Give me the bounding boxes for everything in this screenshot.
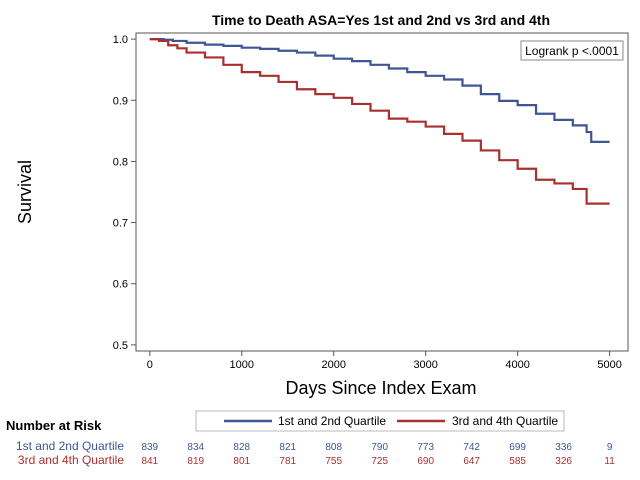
- risk-count: 647: [463, 456, 480, 467]
- risk-count: 742: [463, 442, 480, 453]
- risk-count: 585: [509, 456, 526, 467]
- risk-count: 828: [233, 442, 250, 453]
- risk-count: 11: [604, 456, 615, 467]
- number-at-risk-table: 1st and 2nd Quartile 839 834 828 821 808 790 77…: [16, 439, 615, 467]
- y-tick-label: 1.0: [113, 34, 128, 46]
- survival-curve-1: [149, 38, 610, 143]
- risk-count: 326: [555, 456, 572, 467]
- legend: 1st and 2nd Quartile 3rd and 4th Quartil…: [195, 410, 565, 432]
- number-at-risk-title: Number at Risk: [6, 418, 102, 433]
- y-tick-label: 0.8: [113, 156, 128, 168]
- logrank-text: Logrank p <.0001: [525, 44, 619, 58]
- risk-count: 755: [325, 456, 342, 467]
- risk-count: 834: [187, 442, 204, 453]
- x-tick-label: 1000: [230, 359, 254, 371]
- plot-frame: [135, 32, 629, 352]
- risk-count: 690: [417, 456, 434, 467]
- y-tick-label: 0.9: [113, 95, 128, 107]
- x-tick-label: 3000: [413, 359, 437, 371]
- logrank-box: [520, 40, 624, 61]
- legend-box: [195, 410, 565, 432]
- chart-title: Time to Death ASA=Yes 1st and 2nd vs 3rd…: [212, 12, 550, 28]
- risk-row-label: 1st and 2nd Quartile: [16, 439, 124, 453]
- x-tick-label: 2000: [321, 359, 345, 371]
- risk-count: 699: [509, 442, 526, 453]
- risk-count: 790: [371, 442, 388, 453]
- x-axis-label: Days Since Index Exam: [285, 378, 476, 398]
- x-tick-label: 4000: [505, 359, 529, 371]
- risk-count: 841: [141, 456, 158, 467]
- risk-count: 773: [417, 442, 434, 453]
- risk-count: 808: [325, 442, 342, 453]
- risk-count: 725: [371, 456, 388, 467]
- risk-count: 819: [187, 456, 204, 467]
- risk-count: 821: [279, 442, 296, 453]
- risk-count: 801: [233, 456, 250, 467]
- y-axis: 0.5 0.6 0.7 0.8 0.9 1.0: [113, 34, 136, 352]
- risk-row-label: 3rd and 4th Quartile: [18, 453, 124, 467]
- legend-label-1: 1st and 2nd Quartile: [278, 414, 386, 428]
- y-axis-label: Survival: [15, 160, 35, 224]
- y-tick-label: 0.6: [113, 279, 128, 291]
- legend-label-2: 3rd and 4th Quartile: [452, 414, 558, 428]
- x-tick-label: 5000: [597, 359, 621, 371]
- y-tick-label: 0.5: [113, 340, 128, 352]
- risk-count: 839: [141, 442, 158, 453]
- survival-curves: [149, 38, 610, 205]
- risk-count: 336: [555, 442, 572, 453]
- y-tick-label: 0.7: [113, 218, 128, 230]
- survival-curve-2: [149, 38, 610, 205]
- x-axis: 0 1000 2000 3000 4000 5000: [147, 351, 622, 371]
- risk-count: 781: [279, 456, 296, 467]
- risk-count: 9: [607, 442, 613, 453]
- x-tick-label: 0: [147, 359, 153, 371]
- logrank-annotation: Logrank p <.0001: [520, 40, 624, 61]
